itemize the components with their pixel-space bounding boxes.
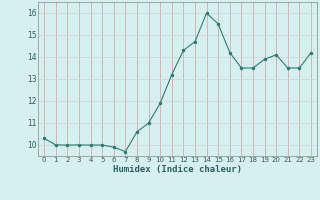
X-axis label: Humidex (Indice chaleur): Humidex (Indice chaleur): [113, 165, 242, 174]
